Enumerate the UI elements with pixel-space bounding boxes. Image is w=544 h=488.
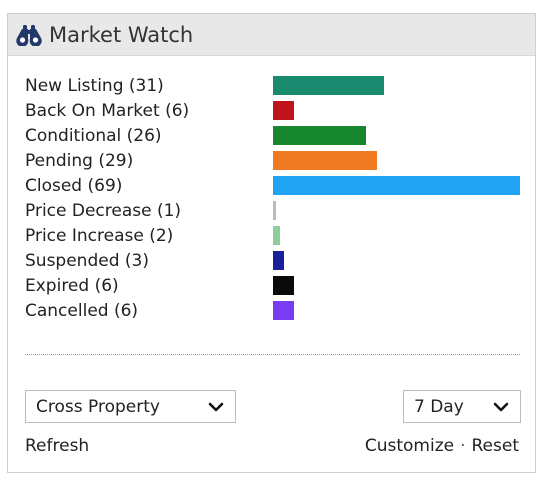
customize-link[interactable]: Customize — [364, 436, 455, 456]
binoculars-icon — [16, 24, 42, 46]
status-row-closed[interactable]: Closed (69) — [25, 173, 525, 198]
widget-title: Market Watch — [49, 22, 194, 47]
status-bar-back-on-market[interactable] — [273, 101, 294, 120]
status-bar-conditional[interactable] — [273, 126, 366, 145]
status-label-price-decrease[interactable]: Price Decrease (1) — [25, 200, 182, 221]
status-label-suspended[interactable]: Suspended (3) — [25, 250, 149, 271]
status-label-new-listing[interactable]: New Listing (31) — [25, 75, 164, 96]
link-separator: · — [460, 436, 466, 456]
status-bar-track — [273, 276, 520, 295]
status-row-suspended[interactable]: Suspended (3) — [25, 248, 525, 273]
status-bar-price-increase[interactable] — [273, 226, 280, 245]
status-row-pending[interactable]: Pending (29) — [25, 148, 525, 173]
status-label-conditional[interactable]: Conditional (26) — [25, 125, 162, 146]
status-bar-suspended[interactable] — [273, 251, 284, 270]
chevron-down-icon — [490, 399, 512, 415]
status-bar-pending[interactable] — [273, 151, 377, 170]
status-bar-track — [273, 126, 520, 145]
status-label-cancelled[interactable]: Cancelled (6) — [25, 300, 139, 321]
market-watch-widget: Market Watch New Listing (31) Back On Mar… — [7, 13, 536, 473]
status-label-price-increase[interactable]: Price Increase (2) — [25, 225, 174, 246]
status-row-new-listing[interactable]: New Listing (31) — [25, 73, 525, 98]
status-bar-track — [273, 226, 520, 245]
status-row-back-on-market[interactable]: Back On Market (6) — [25, 98, 525, 123]
status-bar-track — [273, 101, 520, 120]
chevron-down-icon — [205, 399, 227, 415]
status-row-cancelled[interactable]: Cancelled (6) — [25, 298, 525, 323]
status-list: New Listing (31) Back On Market (6) Condit… — [25, 73, 525, 323]
status-row-price-decrease[interactable]: Price Decrease (1) — [25, 198, 525, 223]
status-bar-track — [273, 176, 520, 195]
status-bar-cancelled[interactable] — [273, 301, 294, 320]
reset-link[interactable]: Reset — [471, 436, 520, 456]
property-type-value: Cross Property — [36, 396, 160, 417]
status-row-expired[interactable]: Expired (6) — [25, 273, 525, 298]
status-bar-price-decrease[interactable] — [273, 201, 276, 220]
widget-header: Market Watch — [8, 14, 535, 56]
status-bar-track — [273, 151, 520, 170]
status-bar-track — [273, 301, 520, 320]
refresh-link[interactable]: Refresh — [25, 436, 90, 456]
status-bar-track — [273, 76, 520, 95]
status-row-conditional[interactable]: Conditional (26) — [25, 123, 525, 148]
status-bar-track — [273, 251, 520, 270]
status-label-closed[interactable]: Closed (69) — [25, 175, 123, 196]
status-bar-new-listing[interactable] — [273, 76, 384, 95]
status-bar-expired[interactable] — [273, 276, 294, 295]
property-type-select[interactable]: Cross Property — [25, 390, 236, 423]
status-row-price-increase[interactable]: Price Increase (2) — [25, 223, 525, 248]
status-label-back-on-market[interactable]: Back On Market (6) — [25, 100, 190, 121]
status-bar-track — [273, 201, 520, 220]
status-label-pending[interactable]: Pending (29) — [25, 150, 134, 171]
status-bar-closed[interactable] — [273, 176, 520, 195]
time-range-value: 7 Day — [414, 396, 464, 417]
time-range-select[interactable]: 7 Day — [403, 390, 521, 423]
divider — [25, 354, 520, 355]
status-label-expired[interactable]: Expired (6) — [25, 275, 119, 296]
footer-links: Customize · Reset — [365, 436, 519, 456]
